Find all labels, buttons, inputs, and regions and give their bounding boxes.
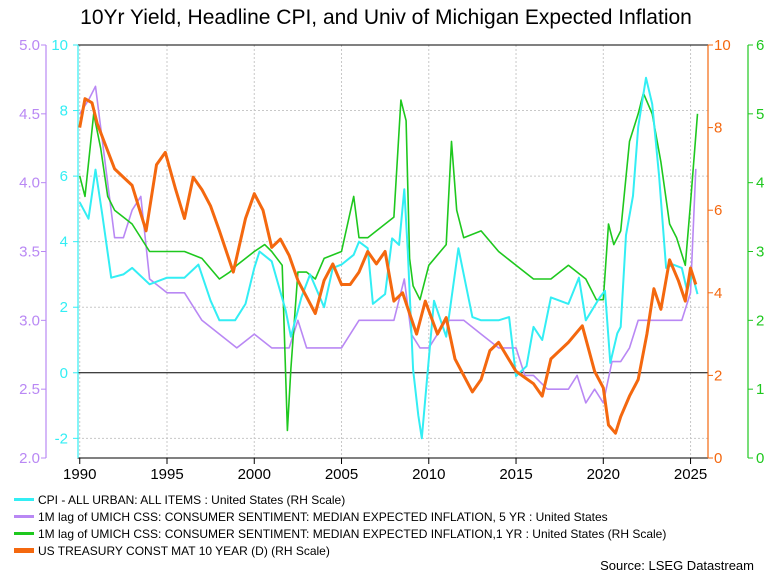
axis-label-left_outer-2.0: 2.0 [19,450,40,467]
legend-item-treasury: US TREASURY CONST MAT 10 YEAR (D) (RH Sc… [14,543,666,560]
axis-label-left_inner-8: 8 [60,103,68,120]
legend-swatch-treasury [14,548,34,554]
source-note: Source: LSEG Datastream [600,558,754,573]
series-line-umich5 [79,85,697,404]
x-tick-label-2020: 2020 [587,466,620,483]
legend-label-umich5: 1M lag of UMICH CSS: CONSUMER SENTIMENT:… [38,510,608,524]
axis-label-left_outer-3.5: 3.5 [19,244,40,261]
axis-label-left_outer-4.0: 4.0 [19,175,40,192]
axis-label-right_outer-3: 3 [756,244,764,261]
series-line-treasury [78,97,698,435]
legend-item-umich5: 1M lag of UMICH CSS: CONSUMER SENTIMENT:… [14,509,666,526]
axis-label-right_inner-0: 0 [714,450,722,467]
legend-item-umich1: 1M lag of UMICH CSS: CONSUMER SENTIMENT:… [14,526,666,543]
axis-label-right_outer-2: 2 [756,312,764,329]
axis-label-left_outer-3.0: 3.0 [19,312,40,329]
x-tick-label-2010: 2010 [412,466,445,483]
legend-swatch-umich1 [14,532,34,536]
axis-label-right_inner-10: 10 [714,37,731,54]
axis-label-left_outer-4.5: 4.5 [19,106,40,123]
legend-swatch-cpi [14,498,34,502]
legend-label-cpi: CPI - ALL URBAN: ALL ITEMS : United Stat… [38,493,346,507]
axis-label-right_outer-4: 4 [756,175,764,192]
axis-label-right_inner-4: 4 [714,285,722,302]
legend-label-umich1: 1M lag of UMICH CSS: CONSUMER SENTIMENT:… [38,527,667,541]
chart-title: 10Yr Yield, Headline CPI, and Univ of Mi… [80,6,692,29]
x-tick-label-2015: 2015 [499,466,532,483]
series-line-umich1 [78,92,699,432]
axis-label-right_inner-6: 6 [714,202,722,219]
axis-label-right_outer-6: 6 [756,37,764,54]
legend: CPI - ALL URBAN: ALL ITEMS : United Stat… [14,492,666,560]
axis-label-right_outer-5: 5 [756,106,764,123]
x-tick-label-2025: 2025 [674,466,707,483]
axis-label-left_outer-5.0: 5.0 [19,37,40,54]
axis-label-left_inner-4: 4 [60,234,68,251]
axis-label-left_inner-0: 0 [60,365,68,382]
axis-label-left_inner--2: -2 [55,430,68,447]
x-tick-label-2005: 2005 [325,466,358,483]
axis-label-right_outer-0: 0 [756,450,764,467]
axis-label-right_inner-2: 2 [714,367,722,384]
legend-label-treasury: US TREASURY CONST MAT 10 YEAR (D) (RH Sc… [38,544,330,558]
axis-label-left_inner-6: 6 [60,168,68,185]
axis-label-right_inner-8: 8 [714,120,722,137]
x-tick-label-2000: 2000 [238,466,271,483]
axis-label-right_outer-1: 1 [756,381,764,398]
x-tick-label-1990: 1990 [63,466,96,483]
series-line-cpi [78,76,699,440]
axis-label-left_inner-10: 10 [51,37,68,54]
x-tick-label-1995: 1995 [150,466,183,483]
axis-label-left_outer-2.5: 2.5 [19,381,40,398]
legend-swatch-umich5 [14,515,34,519]
axis-label-left_inner-2: 2 [60,299,68,316]
legend-item-cpi: CPI - ALL URBAN: ALL ITEMS : United Stat… [14,492,666,509]
